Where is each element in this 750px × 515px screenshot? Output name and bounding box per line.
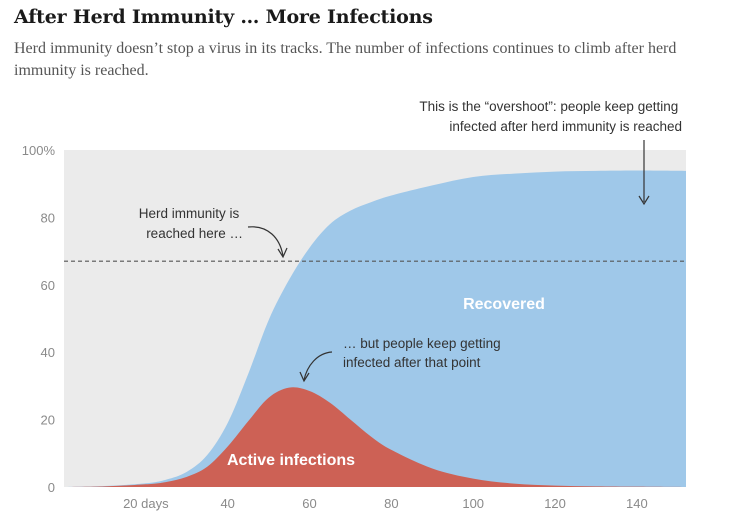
overshoot-annotation-line-2: infected after herd immunity is reached (449, 119, 682, 134)
herd-annotation-line-2: reached here … (146, 226, 243, 241)
y-axis: 0 20 40 60 80 100% (22, 143, 56, 495)
y-tick-label: 0 (48, 480, 55, 495)
x-tick-label: 20 days (123, 496, 169, 511)
recovered-area (64, 170, 686, 487)
overshoot-annotation: This is the “overshoot”: people keep get… (419, 99, 682, 134)
x-tick-label: 60 (302, 496, 316, 511)
x-tick-label: 100 (462, 496, 484, 511)
active-infections-area (64, 387, 686, 487)
after-annotation-line-2: infected after that point (343, 355, 481, 370)
overshoot-annotation-arrowhead (638, 195, 650, 206)
after-annotation-arrowhead (299, 371, 310, 383)
recovered-label: Recovered (463, 296, 545, 313)
y-tick-label: 60 (41, 278, 55, 293)
x-tick-label: 120 (544, 496, 566, 511)
y-tick-label: 40 (41, 345, 55, 360)
x-tick-label: 40 (220, 496, 234, 511)
y-tick-label: 100% (22, 143, 56, 158)
overshoot-annotation-line-1: This is the “overshoot”: people keep get… (419, 99, 678, 114)
after-point-annotation: … but people keep getting infected after… (343, 336, 504, 370)
after-annotation-arrow (303, 351, 333, 381)
chart-title: After Herd Immunity … More Infections (14, 6, 433, 28)
y-tick-label: 80 (41, 210, 55, 225)
herd-immunity-annotation: Herd immunity is reached here … (139, 206, 243, 241)
after-annotation-line-1: … but people keep getting (343, 336, 501, 351)
herd-annotation-line-1: Herd immunity is (139, 206, 240, 221)
active-infections-label: Active infections (227, 452, 355, 469)
herd-annotation-arrow (247, 226, 284, 257)
chart-subtitle: Herd immunity doesn’t stop a virus in it… (14, 40, 677, 79)
y-tick-label: 20 (41, 413, 55, 428)
x-tick-label: 80 (384, 496, 398, 511)
x-axis: 20 days 40 60 80 100 120 140 (123, 496, 648, 511)
x-tick-label: 140 (626, 496, 648, 511)
herd-annotation-arrowhead (277, 247, 288, 259)
